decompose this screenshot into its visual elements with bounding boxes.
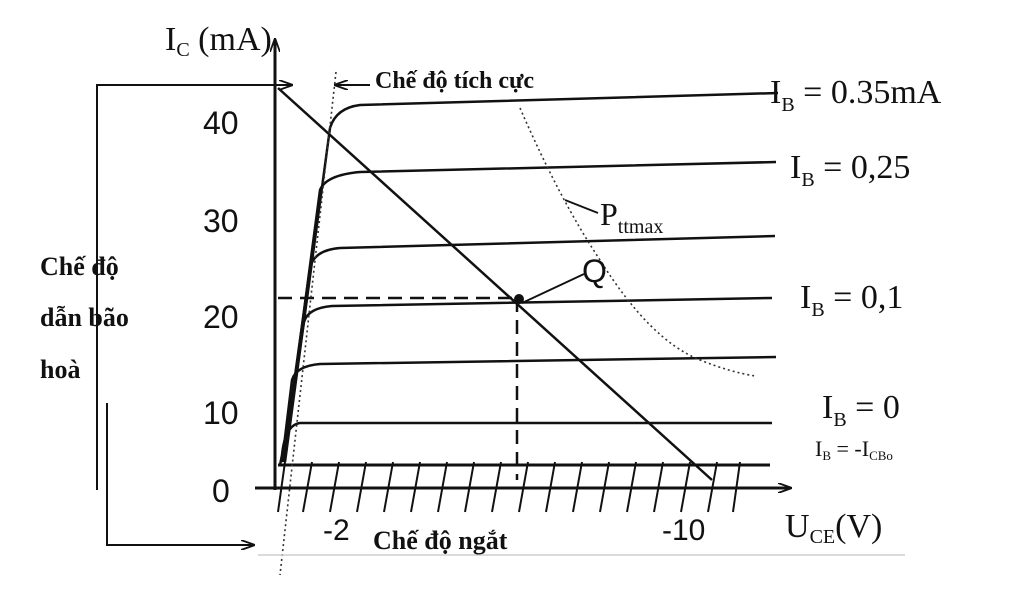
curve-label-ib-035: IB = 0.35mA [770, 74, 942, 116]
pmax-label: Pttmax [600, 196, 663, 238]
x-tick-minus-2: -2 [323, 514, 350, 547]
x-tick-minus-10: -10 [662, 514, 705, 547]
y-tick-0: 0 [212, 473, 230, 509]
saturation-top-arrow [96, 85, 291, 490]
cutoff-hatching [277, 461, 741, 513]
curve-ib-4 [282, 160, 777, 463]
q-label-leader [521, 273, 585, 304]
y-tick-10: 10 [203, 395, 239, 431]
curve-ib-3 [281, 234, 776, 463]
curve-ib-2 [280, 296, 773, 463]
active-region-label: Chế độ tích cực [375, 68, 534, 94]
curve-label-ib-01: IB = 0,1 [800, 279, 903, 321]
curve-label-ib-025: IB = 0,25 [790, 149, 910, 191]
pmax-label-leader [564, 199, 599, 214]
saturation-region-label-1: Chế độ [40, 252, 119, 281]
cutoff-region-label: Chế độ ngắt [373, 526, 508, 555]
q-point-label: Q [582, 253, 607, 289]
y-tick-20: 20 [203, 299, 239, 335]
load-line [277, 87, 713, 481]
curve-ib-0 [278, 421, 772, 466]
curve-ib-1 [280, 355, 777, 463]
saturation-region-label-2: dẫn bão [40, 303, 129, 332]
y-tick-30: 30 [203, 203, 239, 239]
saturation-boundary-dotted [279, 71, 337, 576]
x-axis-label: UCE(V) [785, 508, 882, 548]
curve-label-ib-0: IB = 0 [822, 389, 900, 431]
saturation-region-label-3: hoà [40, 355, 80, 384]
cutoff-region-arrow [106, 403, 253, 545]
q-point-marker [514, 294, 524, 304]
curve-label-ib-icbo: IB = -ICBo [815, 436, 893, 463]
y-axis-label: IC (mA) [165, 21, 272, 61]
curve-ib-5 [283, 91, 779, 463]
characteristic-curves [278, 91, 779, 466]
y-tick-40: 40 [203, 105, 239, 141]
